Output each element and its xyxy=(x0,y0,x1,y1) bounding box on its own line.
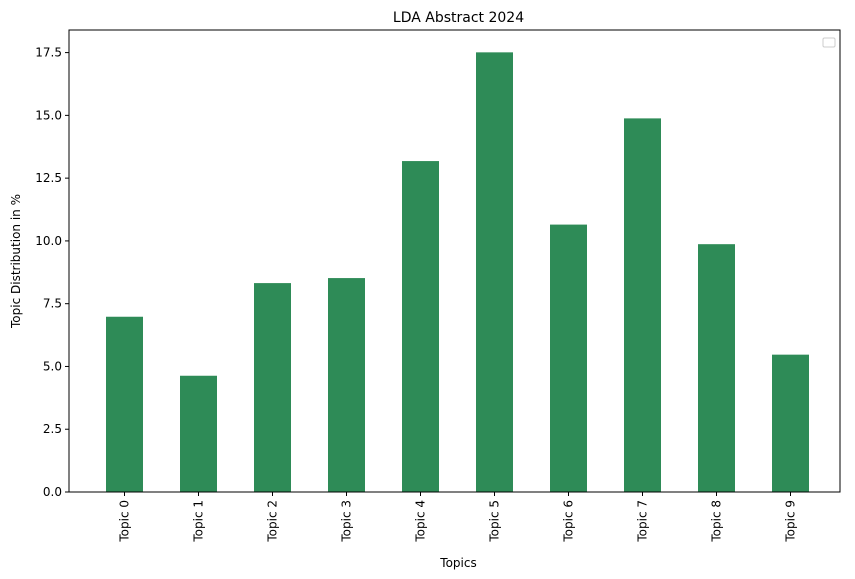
y-tick-label: 0.0 xyxy=(43,485,62,499)
bar-topic-5 xyxy=(476,52,513,492)
bar-topic-3 xyxy=(328,278,365,492)
x-tick-label: Topic 3 xyxy=(340,500,354,543)
y-tick-label: 15.0 xyxy=(35,108,62,122)
x-tick-label: Topic 1 xyxy=(192,500,206,543)
x-tick-label: Topic 4 xyxy=(414,500,428,543)
bar-topic-0 xyxy=(106,316,143,492)
x-tick-label: Topic 0 xyxy=(118,500,132,543)
bar-topic-7 xyxy=(624,118,661,493)
x-tick-label: Topic 9 xyxy=(784,500,798,543)
y-axis-label: Topic Distribution in % xyxy=(9,194,23,329)
y-tick-label: 12.5 xyxy=(35,171,62,185)
chart-title: LDA Abstract 2024 xyxy=(393,10,524,26)
bar-topic-1 xyxy=(180,375,217,492)
y-tick-label: 7.5 xyxy=(43,297,62,311)
y-axis: 0.0 2.5 5.0 7.5 10.0 12.5 15.0 17.5 xyxy=(35,46,69,499)
x-tick-label: Topic 2 xyxy=(266,500,280,543)
y-tick-label: 2.5 xyxy=(43,422,62,436)
plot-frame xyxy=(68,29,841,493)
x-tick-label: Topic 6 xyxy=(562,500,576,543)
bar-topic-2 xyxy=(254,283,291,492)
y-tick-label: 10.0 xyxy=(35,234,62,248)
y-tick-label: 5.0 xyxy=(43,359,62,373)
legend-box xyxy=(822,37,836,48)
bar-topic-8 xyxy=(698,244,735,492)
x-axis: Topic 0 Topic 1 Topic 2 Topic 3 Topic 4 Topic… xyxy=(118,492,798,543)
bar-topic-9 xyxy=(772,354,809,492)
x-tick-label: Topic 8 xyxy=(710,500,724,543)
x-tick-label: Topic 7 xyxy=(636,500,650,543)
y-tick-label: 17.5 xyxy=(35,46,62,60)
x-axis-label: Topics xyxy=(439,556,476,570)
bar-topic-4 xyxy=(402,161,439,493)
bars-group xyxy=(106,52,809,493)
x-tick-label: Topic 5 xyxy=(488,500,502,543)
bar-topic-6 xyxy=(550,224,587,492)
